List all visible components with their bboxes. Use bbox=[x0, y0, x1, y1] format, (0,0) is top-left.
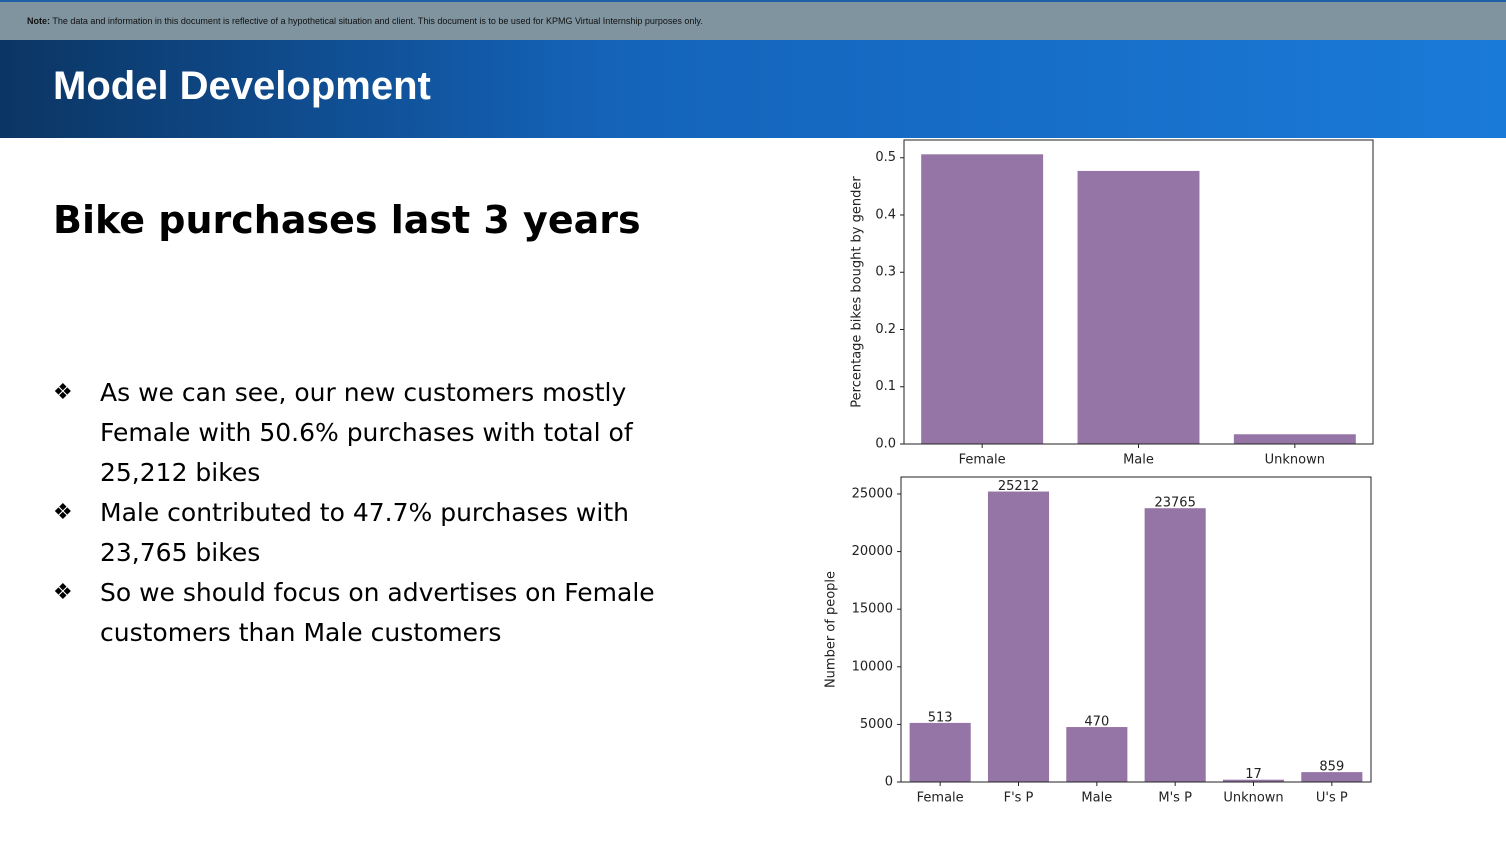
bar bbox=[1222, 779, 1285, 782]
y-tick-label: 0 bbox=[885, 775, 893, 790]
note-text: The data and information in this documen… bbox=[52, 16, 703, 26]
bar bbox=[1301, 772, 1363, 782]
x-tick-label: Male bbox=[1123, 453, 1154, 468]
x-tick-label: Female bbox=[959, 453, 1006, 468]
bar-label: 17 bbox=[1245, 767, 1262, 782]
bar bbox=[1144, 508, 1206, 782]
bar bbox=[909, 722, 971, 782]
y-tick-label: 0.5 bbox=[875, 150, 896, 165]
y-tick-label: 0.3 bbox=[875, 265, 896, 280]
bar-label: 25212 bbox=[998, 479, 1039, 494]
bar-label: 513 bbox=[928, 710, 953, 725]
bullet: Male contributed to 47.7% purchases with… bbox=[53, 493, 693, 573]
x-tick-label: Unknown bbox=[1223, 791, 1283, 806]
bar bbox=[987, 491, 1050, 782]
bar bbox=[1077, 170, 1200, 444]
y-tick-label: 5000 bbox=[860, 717, 893, 732]
x-tick-label: Female bbox=[917, 791, 964, 806]
note-label: Note: bbox=[27, 16, 50, 26]
y-tick-label: 10000 bbox=[852, 659, 893, 674]
y-tick-label: 0.2 bbox=[875, 322, 896, 337]
y-axis-label: Percentage bikes bought by gender bbox=[850, 176, 865, 408]
slide-title: Model Development bbox=[53, 64, 431, 108]
y-tick-label: 15000 bbox=[852, 602, 893, 617]
y-axis-label: Number of people bbox=[824, 571, 839, 688]
x-tick-label: M's P bbox=[1158, 791, 1192, 806]
plot-frame bbox=[903, 139, 1374, 445]
bar bbox=[1233, 434, 1356, 444]
x-tick-label: U's P bbox=[1316, 791, 1348, 806]
y-tick-label: 0.0 bbox=[875, 437, 896, 452]
y-tick-label: 0.4 bbox=[875, 207, 896, 222]
x-tick-label: Male bbox=[1081, 791, 1112, 806]
bar-label: 23765 bbox=[1154, 496, 1195, 511]
y-tick-label: 0.1 bbox=[875, 379, 896, 394]
bullet: So we should focus on advertises on Fema… bbox=[53, 573, 693, 653]
bullet: As we can see, our new customers mostly … bbox=[53, 373, 693, 493]
bar-label: 470 bbox=[1084, 715, 1109, 730]
bar bbox=[1066, 727, 1128, 782]
bar-label: 859 bbox=[1319, 760, 1344, 775]
bar bbox=[921, 154, 1044, 444]
x-tick-label: Unknown bbox=[1265, 453, 1325, 468]
y-tick-label: 25000 bbox=[852, 486, 893, 501]
y-tick-label: 20000 bbox=[852, 544, 893, 559]
header: Model Development bbox=[0, 40, 1506, 138]
subtitle: Bike purchases last 3 years bbox=[53, 198, 641, 242]
plot-frame bbox=[900, 476, 1372, 783]
note-bar: Note: The data and information in this d… bbox=[0, 0, 1506, 40]
x-tick-label: F's P bbox=[1004, 791, 1034, 806]
bullet-list: As we can see, our new customers mostly … bbox=[53, 373, 693, 653]
